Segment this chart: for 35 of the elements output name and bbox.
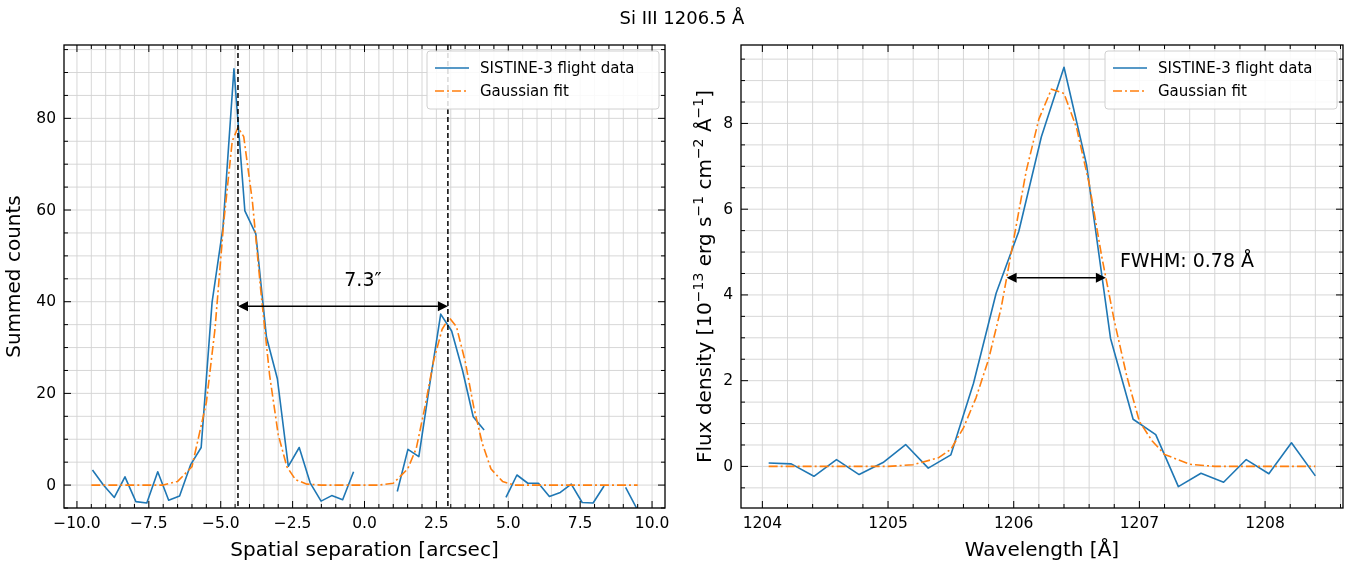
annotation: FWHM: 0.78 Å [1119, 249, 1255, 272]
y-tick-label: 4 [723, 285, 733, 304]
y-tick-label: 2 [723, 371, 733, 390]
x-tick-label: −7.5 [130, 514, 168, 532]
y-tick-label: 60 [36, 200, 56, 219]
x-tick-label: 1206 [994, 514, 1034, 532]
x-tick-label: 5.0 [495, 514, 521, 532]
chart-title: Si III 1206.5 Å [619, 7, 746, 28]
annotation: 7.3″ [344, 268, 382, 291]
x-tick-label: 1204 [742, 514, 783, 532]
y-tick-label: 40 [36, 292, 56, 311]
x-tick-label: 1205 [868, 514, 908, 532]
legend-label: SISTINE-3 flight data [1158, 58, 1313, 77]
y-tick-label: 20 [36, 383, 56, 402]
line-series [90, 126, 639, 486]
x-tick-label: 1208 [1245, 514, 1285, 532]
y-tick-label: 8 [723, 113, 733, 132]
x-tick-label: 0.0 [352, 514, 377, 532]
y-axis-title: Summed counts [1, 195, 25, 358]
y-tick-label: 6 [723, 199, 733, 218]
legend-label: SISTINE-3 flight data [480, 58, 635, 77]
x-tick-label: 7.5 [567, 514, 593, 532]
x-tick-label: 1207 [1119, 514, 1160, 532]
x-tick-label: −5.0 [201, 514, 240, 532]
y-tick-label: 80 [36, 108, 56, 127]
legend-label: Gaussian fit [1158, 81, 1248, 100]
x-tick-label: −10.0 [53, 514, 101, 532]
y-tick-label: 0 [46, 475, 56, 494]
y-tick-label: 0 [723, 456, 733, 475]
legend-label: Gaussian fit [480, 81, 570, 100]
x-tick-label: 2.5 [424, 514, 449, 532]
x-axis-title: Wavelength [Å] [964, 537, 1120, 561]
x-tick-label: 10.0 [634, 514, 670, 532]
x-axis-title: Spatial separation [arcsec] [230, 537, 499, 561]
x-tick-label: −2.5 [273, 514, 312, 532]
